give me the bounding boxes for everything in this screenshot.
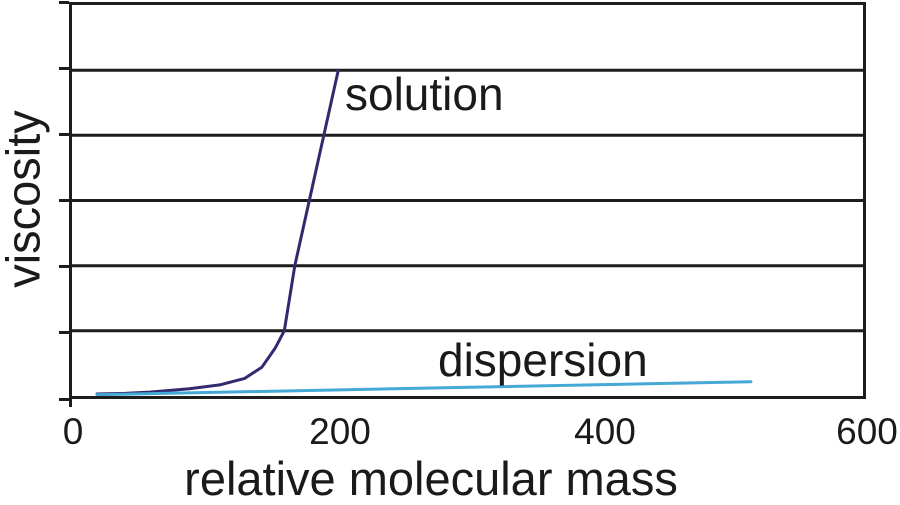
y-axis-tick [59,265,69,269]
plot-area [69,2,866,399]
y-axis-tick [59,331,69,335]
x-axis-label: relative molecular mass [184,452,678,505]
y-axis-tick [59,132,69,136]
dispersion-curve [95,380,753,396]
y-axis-tick [59,0,69,4]
y-axis-tick [59,66,69,70]
x-axis-origin-tick [69,398,72,407]
y-axis-ticks [59,0,69,401]
dispersion-series-label: dispersion [438,334,648,386]
y-axis-tick [59,199,69,202]
y-axis-tick [59,397,69,401]
x-tick-label-600: 600 [836,411,898,452]
y-axis-label: viscosity [0,110,50,288]
x-tick-label-200: 200 [309,411,371,452]
x-tick-label-400: 400 [574,411,636,452]
x-tick-label-0: 0 [62,411,84,452]
solution-curve [95,68,340,396]
plot-canvas [72,68,863,396]
solution-series-label: solution [345,68,504,120]
